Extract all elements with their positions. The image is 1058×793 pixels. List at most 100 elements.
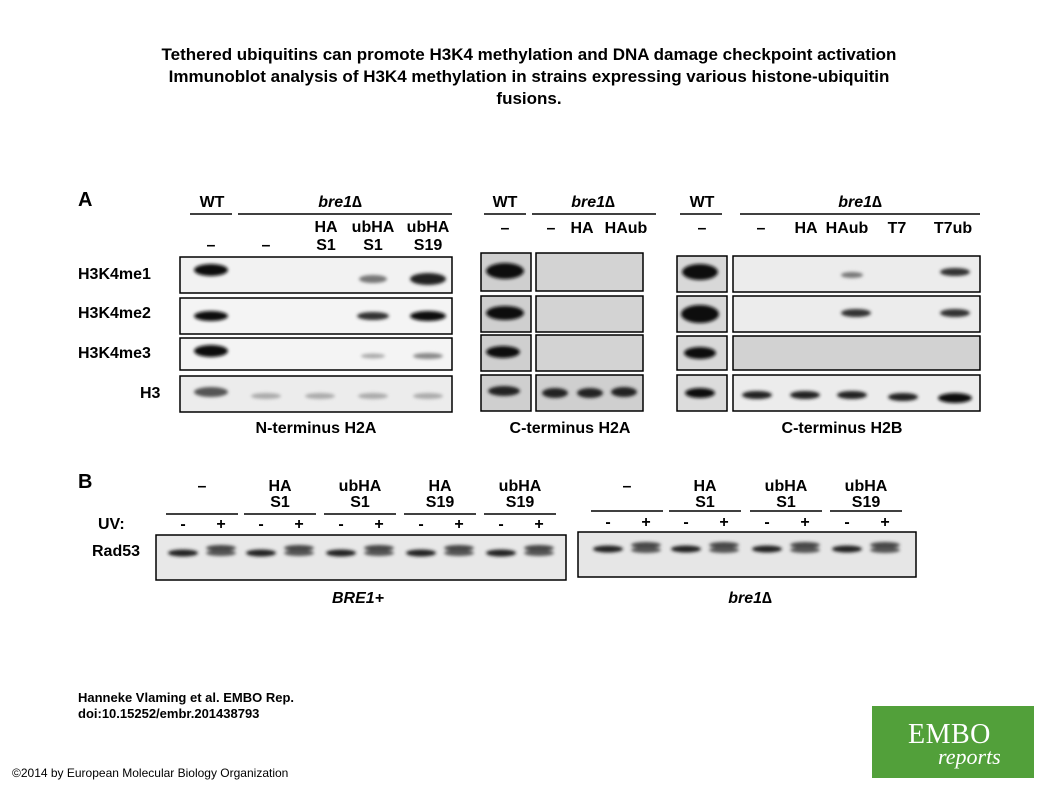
row-label-h3k4me2: H3K4me2 [78,305,151,322]
bre1-delta-group-label-2: S1 [695,494,715,511]
rad53-band [406,549,436,557]
cterm-h2a-lane-label: HA [570,220,594,237]
bre1-delta-group-label-1: ubHA [765,478,808,495]
bre1-delta-uv-plus: + [880,514,889,531]
rad53-band [284,550,314,556]
rad53-band [832,545,862,553]
rad53-blot-bre1-plus [155,534,567,581]
bre1-delta-uv-minus: - [844,514,849,531]
bre1-plus-group-label-2: S1 [270,494,290,511]
nterm-lane-bottom-label: S19 [414,237,443,254]
cterm-h2b-lane-label: HAub [826,220,869,237]
cterm-h2b-lane-label: HA [794,220,818,237]
nterm-caption: N-terminus H2A [256,420,377,437]
rad53-band [246,549,276,557]
bre1-plus-uv-plus: + [534,516,543,533]
bre1-plus-group-label-2: S19 [426,494,455,511]
cterm-h2a-caption: C-terminus H2A [510,420,631,437]
bre1-plus-uv-plus: + [454,516,463,533]
bre1-plus-uv-plus: + [294,516,303,533]
nterm-lane-bottom-label: S1 [316,237,336,254]
bre1-plus-uv-plus: + [216,516,225,533]
bre1-plus-group-label-1: ubHA [339,478,382,495]
bre1-delta-uv-plus: + [800,514,809,531]
citation-doi: doi:10.15252/embr.201438793 [78,706,260,721]
cterm-h2b-lane-label: – [698,220,707,237]
citation: Hanneke Vlaming et al. EMBO Rep. doi:10.… [78,690,294,722]
bre1-plus-group-label-2: S1 [350,494,370,511]
rad53-band [444,550,474,556]
rad53-band [870,542,900,548]
bre1-delta-uv-plus: + [719,514,728,531]
rad53-band [593,545,623,553]
title-line-2: Immunoblot analysis of H3K4 methylation … [168,67,890,86]
rad53-band [206,550,236,556]
cterm-h2a-lane-label: – [547,220,556,237]
bre1-plus-uv-minus: - [180,516,185,533]
rad53-band [486,549,516,557]
rad53-band [870,547,900,553]
bre1-plus-uv-minus: - [498,516,503,533]
bre1-plus-uv-minus: - [338,516,343,533]
cterm-h2a-blot [480,252,644,412]
rad53-band [206,545,236,551]
cterm-h2b-lane-labels: – – HA HAub T7 T7ub [698,220,973,237]
cterm-h2a-mutant-label: bre1∆ [571,194,615,211]
nterm-mutant-label: bre1∆ [318,194,362,211]
bre1-plus-group-label-1: HA [428,478,452,495]
rad53-band [631,542,661,548]
rad53-band [364,550,394,556]
nterm-lane-bottom-label: – [262,237,271,254]
cterm-h2a-wt-label: WT [493,194,518,211]
bre1-delta-uv-plus: + [641,514,650,531]
bre1-plus-group-label-1: HA [268,478,292,495]
bre1-plus-caption: BRE1+ [332,590,384,607]
copyright: ©2014 by European Molecular Biology Orga… [12,766,289,780]
logo-embo: EMBO [908,719,991,750]
bre1-delta-uv-minus: - [764,514,769,531]
rad53-band [709,547,739,553]
panel-a-letter: A [78,189,92,211]
rad53-band [790,542,820,548]
bre1-delta-uv-minus: - [605,514,610,531]
bre1-delta-group-label-1: HA [693,478,717,495]
cterm-h2b-lane-label: – [757,220,766,237]
bre1-delta-group-label-1: – [623,478,632,495]
rad53-band [326,549,356,557]
bre1-delta-uv-minus: - [683,514,688,531]
rad53-band [631,547,661,553]
rad53-band [364,545,394,551]
rad53-band [671,545,701,553]
rad53-band [709,542,739,548]
bre1-plus-group-label-2: S19 [506,494,535,511]
rad53-band [444,545,474,551]
panel-b-letter: B [78,471,92,493]
nterm-lane-top-label: HA [314,219,338,236]
bre1-plus-uv-minus: - [418,516,423,533]
nterm-lane-top-label: ubHA [352,219,395,236]
cterm-h2b-blot [676,255,981,412]
cterm-h2a-lane-labels: – – HA HAub [501,220,648,237]
uv-label: UV: [98,516,125,533]
rad53-band [790,547,820,553]
title-line-3: fusions. [496,89,562,108]
figure-title: Tethered ubiquitins can promote H3K4 met… [60,44,998,110]
rad53-band [752,545,782,553]
nterm-wt-label: WT [200,194,225,211]
rad53-band [168,549,198,557]
embo-reports-logo: EMBO reports [872,706,1034,778]
bre1-delta-group-label-2: S1 [776,494,796,511]
bre1-plus-uv-plus: + [374,516,383,533]
bre1-delta-group-label-1: ubHA [845,478,888,495]
cterm-h2a-lane-label: – [501,220,510,237]
rad53-band [524,545,554,551]
row-label-h3k4me3: H3K4me3 [78,345,151,362]
title-line-1: Tethered ubiquitins can promote H3K4 met… [161,45,897,64]
bre1-plus-uv-minus: - [258,516,263,533]
nterm-lane-top-label: ubHA [407,219,450,236]
nterm-lane-bottom-label: – [207,237,216,254]
